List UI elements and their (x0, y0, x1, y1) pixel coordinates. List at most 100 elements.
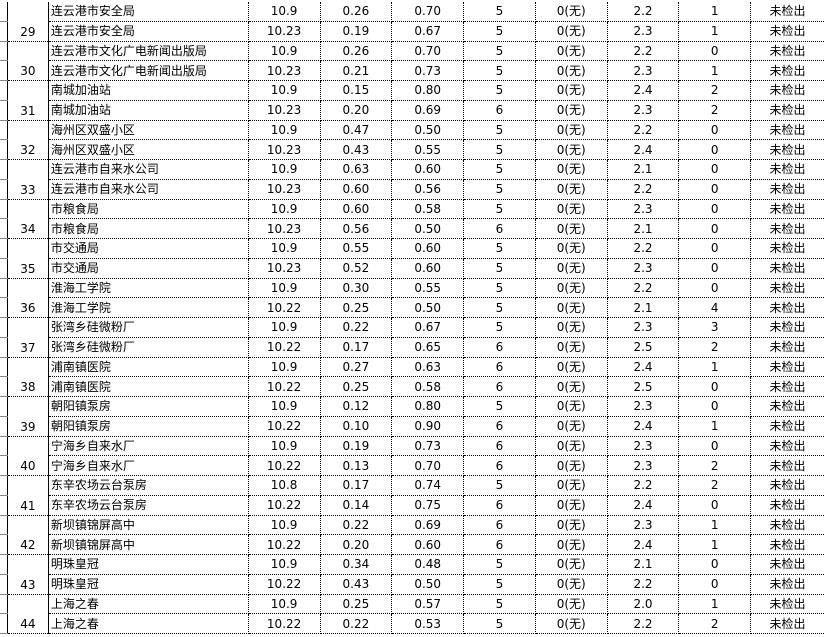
site-name-cell[interactable]: 连云港市安全局 (48, 2, 249, 22)
row-gutter-cell[interactable] (0, 436, 9, 457)
value-c-cell[interactable]: 5 (463, 613, 536, 634)
date-cell[interactable]: 10.23 (248, 218, 321, 239)
value-c-cell[interactable]: 5 (463, 21, 536, 42)
date-cell[interactable]: 10.9 (248, 317, 321, 338)
date-cell[interactable]: 10.9 (248, 278, 321, 299)
result-cell[interactable]: 未检出 (750, 495, 824, 516)
value-e-cell[interactable]: 2.1 (607, 218, 680, 239)
result-cell[interactable]: 未检出 (750, 554, 824, 575)
value-e-cell[interactable]: 2.4 (607, 495, 680, 516)
site-name-cell[interactable]: 东辛农场云台泵房 (48, 495, 249, 516)
value-e-cell[interactable]: 2.2 (607, 41, 680, 62)
value-b-cell[interactable]: 0.50 (391, 297, 465, 318)
value-b-cell[interactable]: 0.73 (391, 436, 465, 457)
value-a-cell[interactable]: 0.20 (320, 534, 393, 555)
value-d-cell[interactable]: 0(无) (535, 159, 608, 180)
value-c-cell[interactable]: 5 (463, 60, 536, 81)
row-gutter-cell[interactable] (0, 41, 9, 62)
value-d-cell[interactable]: 0(无) (535, 613, 608, 634)
value-f-cell[interactable]: 0 (678, 436, 752, 457)
value-d-cell[interactable]: 0(无) (535, 41, 608, 62)
value-c-cell[interactable]: 5 (463, 594, 536, 615)
value-f-cell[interactable]: 2 (678, 80, 752, 101)
index-cell[interactable]: 30 (7, 41, 49, 81)
value-a-cell[interactable]: 0.14 (320, 495, 393, 516)
site-name-cell[interactable]: 上海之春 (48, 594, 249, 615)
value-e-cell[interactable]: 2.3 (607, 258, 680, 279)
site-name-cell[interactable]: 连云港市安全局 (48, 21, 249, 42)
row-gutter-cell[interactable] (0, 495, 9, 516)
value-f-cell[interactable]: 2 (678, 455, 752, 476)
value-b-cell[interactable]: 0.60 (391, 159, 465, 180)
site-name-cell[interactable]: 朝阳镇泵房 (48, 416, 249, 437)
site-name-cell[interactable]: 连云港市文化广电新闻出版局 (48, 60, 249, 81)
value-b-cell[interactable]: 0.50 (391, 574, 465, 595)
value-e-cell[interactable]: 2.2 (607, 278, 680, 299)
row-gutter-cell[interactable] (0, 317, 9, 338)
value-a-cell[interactable]: 0.13 (320, 455, 393, 476)
result-cell[interactable]: 未检出 (750, 515, 824, 536)
value-d-cell[interactable]: 0(无) (535, 515, 608, 536)
value-c-cell[interactable]: 6 (463, 416, 536, 437)
row-gutter-cell[interactable] (0, 475, 9, 496)
result-cell[interactable]: 未检出 (750, 574, 824, 595)
value-f-cell[interactable]: 0 (678, 179, 752, 200)
value-a-cell[interactable]: 0.17 (320, 337, 393, 358)
site-name-cell[interactable]: 明珠皇冠 (48, 554, 249, 575)
value-a-cell[interactable]: 0.25 (320, 594, 393, 615)
value-c-cell[interactable]: 5 (463, 159, 536, 180)
value-f-cell[interactable]: 2 (678, 613, 752, 634)
index-cell[interactable]: 31 (7, 80, 49, 121)
date-cell[interactable]: 10.22 (248, 416, 321, 437)
site-name-cell[interactable]: 淮海工学院 (48, 297, 249, 318)
row-gutter-cell[interactable] (0, 179, 9, 200)
date-cell[interactable]: 10.22 (248, 376, 321, 397)
date-cell[interactable]: 10.8 (248, 475, 321, 496)
value-d-cell[interactable]: 0(无) (535, 120, 608, 141)
site-name-cell[interactable]: 市粮食局 (48, 218, 249, 239)
site-name-cell[interactable]: 连云港市自来水公司 (48, 159, 249, 180)
date-cell[interactable]: 10.22 (248, 613, 321, 634)
site-name-cell[interactable]: 东辛农场云台泵房 (48, 475, 249, 496)
site-name-cell[interactable]: 张湾乡硅微粉厂 (48, 317, 249, 338)
date-cell[interactable]: 10.23 (248, 139, 321, 160)
value-a-cell[interactable]: 0.30 (320, 278, 393, 299)
value-c-cell[interactable]: 5 (463, 317, 536, 338)
index-cell[interactable]: 44 (7, 594, 49, 634)
value-d-cell[interactable]: 0(无) (535, 455, 608, 476)
value-e-cell[interactable]: 2.4 (607, 139, 680, 160)
value-d-cell[interactable]: 0(无) (535, 416, 608, 437)
site-name-cell[interactable]: 宁海乡自来水厂 (48, 455, 249, 476)
value-b-cell[interactable]: 0.60 (391, 534, 465, 555)
value-b-cell[interactable]: 0.50 (391, 218, 465, 239)
value-e-cell[interactable]: 2.3 (607, 21, 680, 42)
value-a-cell[interactable]: 0.63 (320, 159, 393, 180)
site-name-cell[interactable]: 上海之春 (48, 613, 249, 634)
date-cell[interactable]: 10.23 (248, 179, 321, 200)
value-a-cell[interactable]: 0.15 (320, 80, 393, 101)
value-f-cell[interactable]: 0 (678, 554, 752, 575)
result-cell[interactable]: 未检出 (750, 534, 824, 555)
result-cell[interactable]: 未检出 (750, 436, 824, 457)
value-a-cell[interactable]: 0.26 (320, 41, 393, 62)
value-c-cell[interactable]: 5 (463, 297, 536, 318)
value-e-cell[interactable]: 2.2 (607, 238, 680, 259)
date-cell[interactable]: 10.9 (248, 436, 321, 457)
value-b-cell[interactable]: 0.74 (391, 475, 465, 496)
index-cell[interactable]: 37 (7, 317, 49, 358)
value-f-cell[interactable]: 1 (678, 21, 752, 42)
date-cell[interactable]: 10.9 (248, 80, 321, 101)
value-b-cell[interactable]: 0.70 (391, 2, 465, 22)
index-cell[interactable]: 41 (7, 475, 49, 516)
site-name-cell[interactable]: 张湾乡硅微粉厂 (48, 337, 249, 358)
date-cell[interactable]: 10.9 (248, 2, 321, 22)
date-cell[interactable]: 10.22 (248, 455, 321, 476)
date-cell[interactable]: 10.23 (248, 60, 321, 81)
value-a-cell[interactable]: 0.21 (320, 60, 393, 81)
date-cell[interactable]: 10.22 (248, 534, 321, 555)
value-b-cell[interactable]: 0.58 (391, 376, 465, 397)
value-b-cell[interactable]: 0.80 (391, 396, 465, 417)
site-name-cell[interactable]: 海州区双盛小区 (48, 139, 249, 160)
site-name-cell[interactable]: 浦南镇医院 (48, 357, 249, 378)
value-d-cell[interactable]: 0(无) (535, 80, 608, 101)
